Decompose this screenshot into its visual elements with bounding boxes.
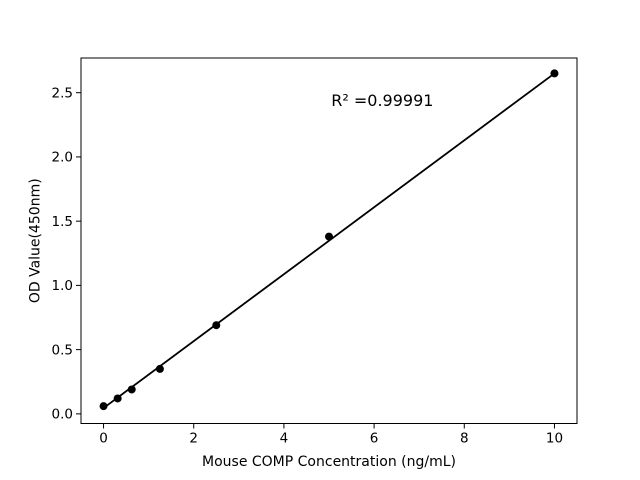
data-point: [113, 394, 122, 403]
data-point: [127, 385, 136, 394]
data-point: [99, 402, 108, 411]
y-tick-label: 2.5: [52, 85, 73, 101]
x-tick-label: 2: [189, 431, 198, 447]
data-point: [155, 364, 164, 373]
data-point: [550, 69, 559, 78]
y-tick-label: 1.0: [52, 278, 73, 294]
y-tick-label: 0.0: [52, 407, 73, 423]
y-tick-label: 0.5: [52, 342, 73, 358]
y-tick-label: 2.0: [52, 150, 73, 166]
y-axis-label: OD Value(450nm): [27, 178, 43, 303]
r-squared-annotation: R² =0.99991: [331, 91, 433, 110]
x-tick-label: 10: [546, 431, 563, 447]
data-point: [325, 232, 333, 241]
x-tick-label: 8: [460, 431, 469, 447]
fit-line: [103, 72, 555, 409]
plot-area: 0 2 4 6 8 10 0.0 0.5 1.0 1.5 2.0 2.5: [52, 57, 578, 447]
x-axis-label: Mouse COMP Concentration (ng/mL): [202, 454, 456, 470]
axes-border: [80, 57, 578, 424]
x-tick-label: 6: [370, 431, 379, 447]
y-tick-label: 1.5: [52, 214, 73, 230]
x-tick-label: 0: [99, 431, 108, 447]
x-tick-label: 4: [280, 431, 289, 447]
data-point: [212, 321, 221, 330]
